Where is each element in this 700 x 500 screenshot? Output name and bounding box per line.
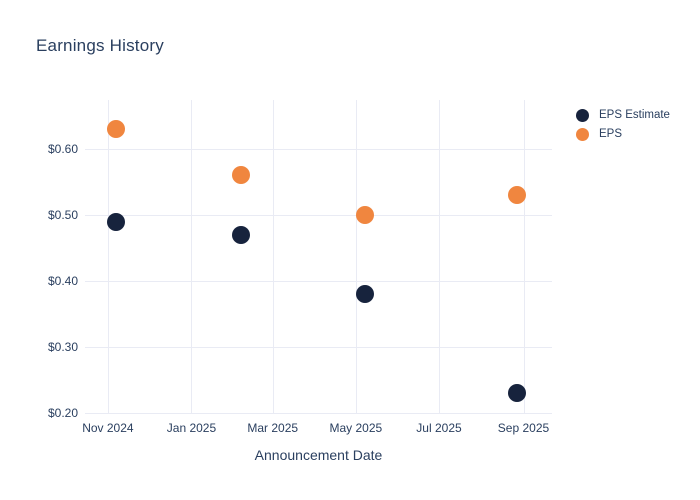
chart-title: Earnings History [36, 36, 164, 55]
scatter-point-eps-estimate-2025-02-05[interactable] [231, 225, 250, 244]
y-tick-label: $0.60 [47, 141, 78, 156]
y-gridline [85, 280, 552, 282]
y-tick-label: $0.20 [47, 406, 78, 420]
legend: EPS Estimate EPS [572, 106, 670, 144]
scatter-point-eps-2025-08-28[interactable] [508, 186, 527, 205]
x-gridline [272, 100, 274, 413]
y-gridline [85, 413, 552, 414]
y-tick-label: $0.40 [47, 273, 78, 288]
scatter-point-eps-estimate-2024-11-06[interactable] [106, 212, 125, 231]
x-tick-label: Jul 2025 [416, 421, 462, 435]
x-gridline [191, 100, 193, 413]
scatter-point-eps-2024-11-06[interactable] [106, 120, 125, 139]
scatter-point-eps-2025-02-05[interactable] [231, 166, 250, 185]
x-tick-label: Nov 2024 [82, 421, 134, 435]
x-tick-label: May 2025 [329, 421, 383, 435]
scatter-point-eps-estimate-2025-05-07[interactable] [356, 285, 375, 304]
x-tick-label: Jan 2025 [166, 421, 217, 435]
y-tick-label: $0.30 [47, 339, 78, 354]
y-gridline [85, 214, 552, 216]
x-gridline [355, 100, 357, 413]
y-gridline [85, 346, 552, 348]
legend-label: EPS Estimate [599, 109, 670, 121]
legend-label: EPS [599, 128, 623, 140]
x-gridline [438, 100, 440, 413]
x-tick-label: Sep 2025 [497, 421, 550, 435]
scatter-point-eps-2025-05-07[interactable] [356, 205, 375, 224]
legend-swatch-icon [576, 108, 589, 122]
legend-item-eps-estimate[interactable]: EPS Estimate [572, 106, 670, 124]
x-gridline [523, 100, 525, 413]
legend-item-eps[interactable]: EPS [572, 125, 670, 143]
plot-area [85, 100, 552, 414]
x-gridline [107, 100, 109, 413]
scatter-point-eps-estimate-2025-08-28[interactable] [508, 384, 527, 403]
legend-swatch-icon [576, 127, 589, 141]
y-tick-label: $0.50 [47, 207, 78, 222]
x-tick-label: Mar 2025 [247, 421, 299, 435]
y-gridline [85, 148, 552, 150]
x-axis-title: Announcement Date [254, 447, 383, 463]
